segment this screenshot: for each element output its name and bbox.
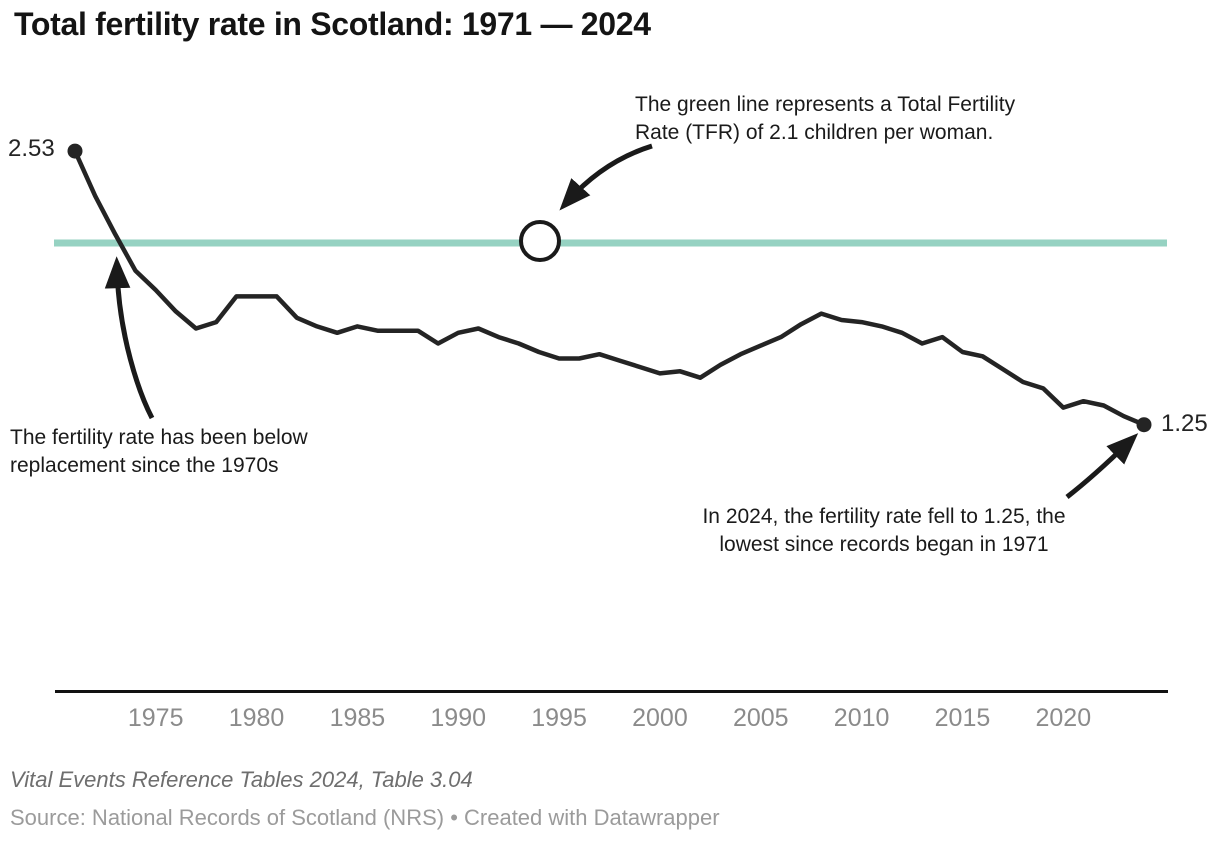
- annotation-lowest-on-record: In 2024, the fertility rate fell to 1.25…: [702, 505, 1066, 556]
- notes-text: Vital Events Reference Tables 2024, Tabl…: [10, 767, 473, 792]
- x-tick-label: 1985: [329, 704, 386, 732]
- arrow-to-crossing-point: [104, 256, 155, 420]
- x-tick-label: 1980: [228, 704, 285, 732]
- x-tick-label: 1995: [531, 704, 587, 732]
- fertility-rate-line: [72, 148, 1147, 427]
- x-tick-label: 2005: [732, 704, 789, 732]
- x-tick-label: 1990: [430, 704, 487, 732]
- x-tick-label: 2010: [833, 704, 890, 732]
- arrow-to-end-point: [1065, 433, 1139, 499]
- x-tick-label: 2000: [632, 704, 688, 732]
- x-tick-label: 1975: [127, 704, 184, 732]
- arrow-to-replacement-line: [559, 143, 653, 211]
- replacement-line-highlight-circle: [519, 220, 561, 262]
- annotation-green-line: The green line represents a Total Fertil…: [635, 93, 1016, 144]
- annotation-below-replacement: The fertility rate has been below replac…: [10, 426, 308, 477]
- x-tick-label: 2020: [1035, 704, 1092, 732]
- start-point-dot: [67, 143, 83, 159]
- x-tick-label: 2015: [934, 704, 991, 732]
- end-value-label: 1.25: [1161, 410, 1208, 437]
- source-text: Source: National Records of Scotland (NR…: [10, 805, 720, 830]
- chart-title: Total fertility rate in Scotland: 1971 —…: [14, 6, 651, 42]
- end-point-dot: [1136, 417, 1152, 433]
- start-value-label: 2.53: [8, 135, 55, 162]
